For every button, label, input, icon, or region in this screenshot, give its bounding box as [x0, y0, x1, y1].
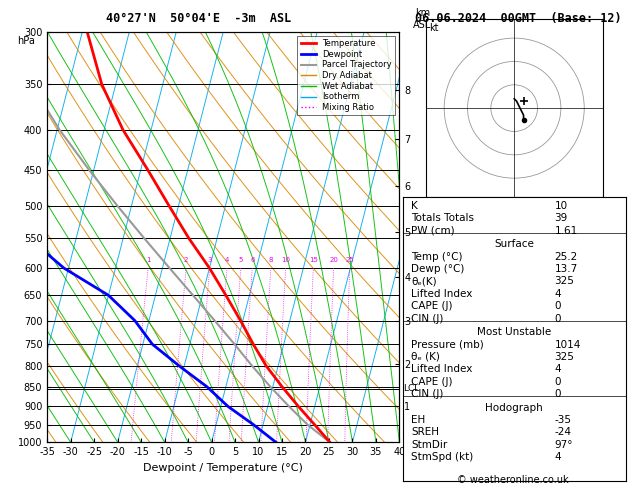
Text: Lifted Index: Lifted Index: [411, 364, 473, 374]
Text: 1014: 1014: [554, 340, 581, 349]
Text: 25: 25: [345, 257, 354, 263]
Text: 2: 2: [184, 257, 188, 263]
Legend: Temperature, Dewpoint, Parcel Trajectory, Dry Adiabat, Wet Adiabat, Isotherm, Mi: Temperature, Dewpoint, Parcel Trajectory…: [298, 36, 395, 115]
Text: hPa: hPa: [17, 35, 35, 46]
Text: 325: 325: [554, 352, 574, 362]
Text: 06.06.2024  00GMT  (Base: 12): 06.06.2024 00GMT (Base: 12): [415, 12, 621, 25]
Text: 1: 1: [146, 257, 150, 263]
Text: 4: 4: [225, 257, 229, 263]
X-axis label: Dewpoint / Temperature (°C): Dewpoint / Temperature (°C): [143, 463, 303, 473]
Text: 1.61: 1.61: [554, 226, 577, 236]
Text: StmDir: StmDir: [411, 440, 448, 450]
Text: 325: 325: [554, 277, 574, 287]
Text: LCL: LCL: [403, 384, 419, 393]
Text: K: K: [411, 201, 418, 211]
Text: 25.2: 25.2: [554, 252, 577, 262]
Text: 10: 10: [554, 201, 567, 211]
Text: 0: 0: [554, 377, 561, 387]
Text: EH: EH: [411, 415, 426, 425]
Text: -35: -35: [554, 415, 571, 425]
Text: CAPE (J): CAPE (J): [411, 377, 453, 387]
Text: 13.7: 13.7: [554, 264, 577, 274]
Text: θₑ (K): θₑ (K): [411, 352, 440, 362]
Text: 97°: 97°: [554, 440, 573, 450]
Text: Temp (°C): Temp (°C): [411, 252, 463, 262]
Text: PW (cm): PW (cm): [411, 226, 455, 236]
Text: 5: 5: [238, 257, 243, 263]
Text: SREH: SREH: [411, 427, 440, 437]
Text: 4: 4: [554, 364, 561, 374]
Text: Most Unstable: Most Unstable: [477, 327, 552, 337]
Text: 0: 0: [554, 301, 561, 311]
Text: 40°27'N  50°04'E  -3m  ASL: 40°27'N 50°04'E -3m ASL: [106, 12, 291, 25]
Text: 20: 20: [329, 257, 338, 263]
Text: 6: 6: [250, 257, 255, 263]
Text: CAPE (J): CAPE (J): [411, 301, 453, 311]
Text: Lifted Index: Lifted Index: [411, 289, 473, 299]
Text: © weatheronline.co.uk: © weatheronline.co.uk: [457, 475, 569, 485]
Text: 15: 15: [309, 257, 318, 263]
Text: 4: 4: [554, 289, 561, 299]
Text: km
ASL: km ASL: [413, 8, 431, 30]
Text: 4: 4: [554, 452, 561, 462]
Text: Pressure (mb): Pressure (mb): [411, 340, 484, 349]
Text: 8: 8: [269, 257, 273, 263]
Text: 39: 39: [554, 213, 567, 224]
Text: Dewp (°C): Dewp (°C): [411, 264, 465, 274]
Text: Totals Totals: Totals Totals: [411, 213, 474, 224]
Text: 10: 10: [281, 257, 290, 263]
Text: 0: 0: [554, 389, 561, 399]
Text: kt: kt: [429, 23, 438, 33]
Text: θₑ(K): θₑ(K): [411, 277, 437, 287]
Text: -24: -24: [554, 427, 571, 437]
Text: StmSpd (kt): StmSpd (kt): [411, 452, 474, 462]
Text: 3: 3: [208, 257, 212, 263]
Text: Surface: Surface: [494, 240, 534, 249]
Text: 0: 0: [554, 313, 561, 324]
Text: CIN (J): CIN (J): [411, 389, 444, 399]
Text: CIN (J): CIN (J): [411, 313, 444, 324]
Text: Hodograph: Hodograph: [486, 402, 543, 413]
